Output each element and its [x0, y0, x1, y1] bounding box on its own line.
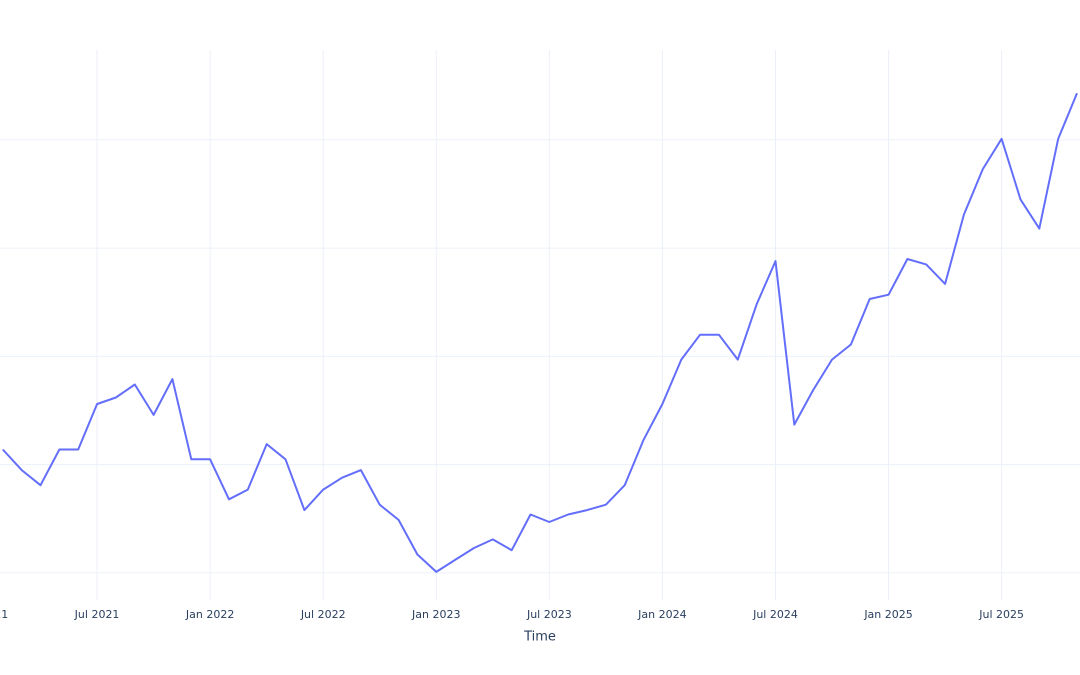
x-tick-label: Jan 2024 [637, 608, 686, 621]
x-tick-label: Jan 2023 [411, 608, 460, 621]
x-tick-label: Jan 2022 [185, 608, 234, 621]
x-tick-label: Jan 2021 [0, 608, 8, 621]
x-tick-label: Jul 2024 [752, 608, 798, 621]
data-line [2, 92, 1078, 573]
x-tick-label: Jul 2025 [978, 608, 1024, 621]
x-tick-label: Jul 2023 [526, 608, 572, 621]
x-tick-label: Jul 2021 [74, 608, 120, 621]
x-tick-label: Jul 2022 [300, 608, 346, 621]
x-axis-title: Time [523, 630, 556, 645]
x-tick-label: Jan 2025 [863, 608, 912, 621]
